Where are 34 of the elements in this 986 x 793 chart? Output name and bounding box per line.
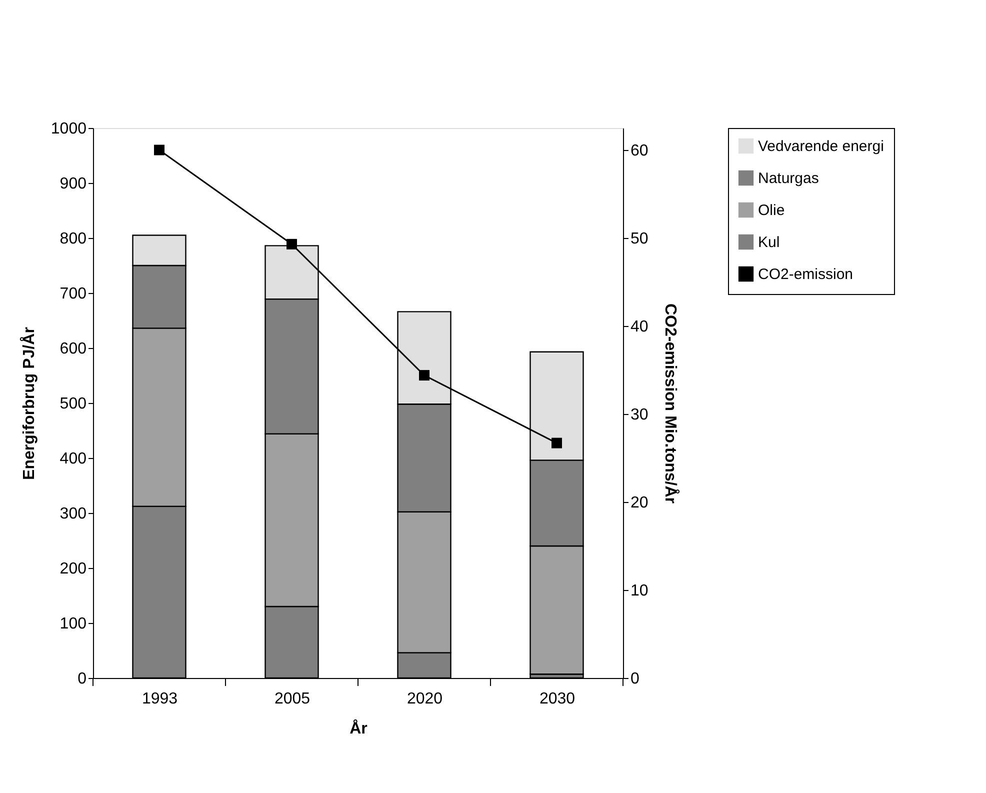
y-tick-label: 400 <box>60 450 87 468</box>
point <box>552 438 562 448</box>
y-tick-label: 0 <box>78 670 87 688</box>
x-tick-label: 2020 <box>406 690 443 708</box>
legend-label: Olie <box>758 202 785 219</box>
legend-label: Vedvarende energi <box>758 138 884 155</box>
legend-label: CO2-emission <box>758 266 854 283</box>
y2-tick-label: 60 <box>630 142 648 160</box>
y-tick-label: 700 <box>60 286 87 302</box>
y2-axis-title: CO2-emission Mio.tons/År <box>661 303 680 504</box>
point <box>419 370 430 381</box>
y-tick-label: 1000 <box>50 120 87 138</box>
y2-tick-label: 50 <box>630 230 648 248</box>
y-tick-label: 900 <box>60 176 87 192</box>
y2-tick-label: 10 <box>630 582 648 600</box>
y2-tick-label: 0 <box>630 670 640 688</box>
point <box>286 238 297 250</box>
point <box>154 144 164 156</box>
x-tick-label: 2005 <box>274 690 310 708</box>
y-tick-label: 200 <box>60 560 87 578</box>
x-tick-label: 2030 <box>539 690 576 708</box>
legend-label: Naturgas <box>758 170 819 187</box>
x-tick-label: 1993 <box>142 690 178 708</box>
y-tick-label: 300 <box>60 506 87 522</box>
legend-label: Kul <box>758 234 780 251</box>
y-axis-title: Energiforbrug PJ/År <box>18 327 38 480</box>
x-axis-title: År <box>350 718 368 738</box>
y2-tick-label: 40 <box>630 318 648 336</box>
y-tick-label: 800 <box>60 230 87 248</box>
y-tick-label: 600 <box>60 340 87 358</box>
y-tick-label: 500 <box>60 396 87 412</box>
y2-tick-label: 20 <box>630 494 648 512</box>
y-tick-label: 100 <box>60 616 87 632</box>
y2-tick-label: 30 <box>630 406 648 424</box>
